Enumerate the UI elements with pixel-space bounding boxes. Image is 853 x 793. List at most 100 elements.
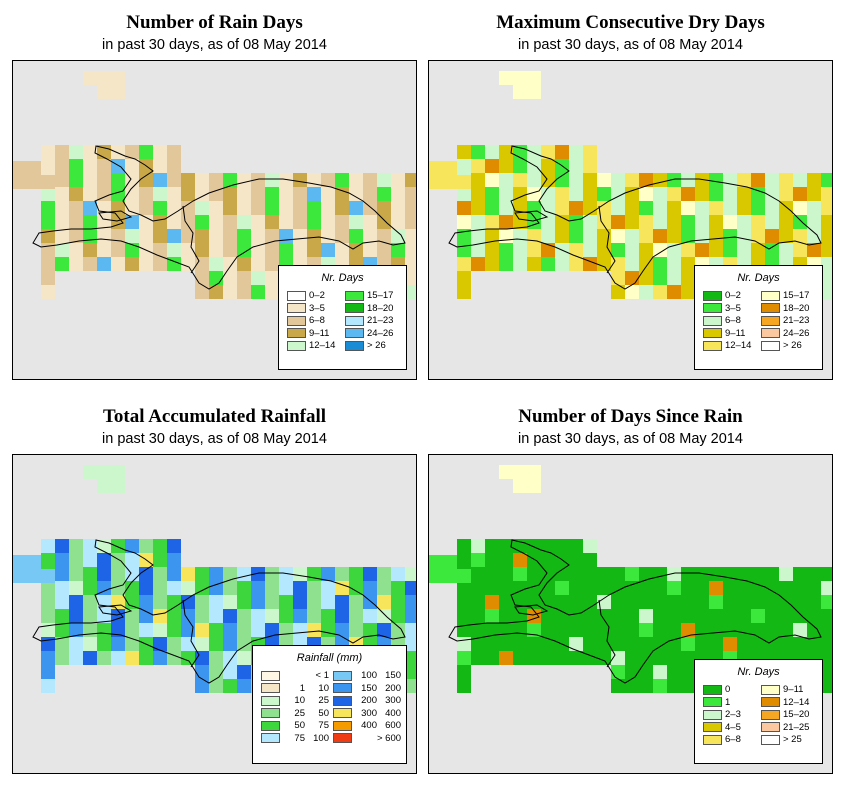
grid-cell xyxy=(97,243,111,257)
legend-item: 9–11 xyxy=(761,684,803,695)
grid-cell xyxy=(653,665,667,679)
grid-cell xyxy=(597,595,611,609)
grid-cell xyxy=(153,257,167,271)
legend-label: 24–26 xyxy=(367,327,394,339)
grid-cell xyxy=(485,581,499,595)
grid-cell xyxy=(471,567,485,581)
grid-cell xyxy=(209,567,223,581)
grid-cell xyxy=(821,257,832,271)
grid-cell xyxy=(307,187,321,201)
grid-cell xyxy=(485,595,499,609)
grid-cell xyxy=(83,201,97,215)
legend-item: 2–3 xyxy=(703,709,741,720)
grid-cell xyxy=(195,665,209,679)
grid-cell xyxy=(653,173,667,187)
grid-cell xyxy=(181,651,195,665)
grid-cell xyxy=(457,539,471,553)
grid-cell xyxy=(83,553,97,567)
grid-cell xyxy=(153,539,167,553)
grid-cell xyxy=(237,665,251,679)
grid-cell xyxy=(611,243,625,257)
grid-cell xyxy=(723,187,737,201)
grid-cell xyxy=(583,539,597,553)
grid-cell xyxy=(555,173,569,187)
grid-cell xyxy=(807,229,821,243)
grid-cell xyxy=(751,201,765,215)
grid-cell xyxy=(55,581,69,595)
grid-cell xyxy=(27,175,41,189)
legend-item: 9–11 xyxy=(287,328,329,339)
legend-label: 9–11 xyxy=(309,327,330,339)
grid-cell xyxy=(667,201,681,215)
legend-swatch xyxy=(761,684,780,695)
grid-cell xyxy=(793,581,807,595)
legend-label: 18–20 xyxy=(783,302,810,314)
grid-cell xyxy=(279,567,293,581)
grid-cell xyxy=(499,257,513,271)
grid-cell xyxy=(321,187,335,201)
grid-cell xyxy=(209,257,223,271)
grid-cell xyxy=(237,651,251,665)
grid-cell xyxy=(391,173,405,187)
grid-cell xyxy=(335,173,349,187)
grid-cell xyxy=(391,581,405,595)
legend-label: 6–8 xyxy=(309,315,325,326)
grid-cell xyxy=(597,581,611,595)
grid-cell xyxy=(751,609,765,623)
grid-cell xyxy=(471,201,485,215)
grid-cell xyxy=(737,229,751,243)
grid-cell xyxy=(321,567,335,581)
grid-cell xyxy=(111,553,125,567)
legend-swatch xyxy=(333,683,352,693)
grid-cell xyxy=(41,215,55,229)
grid-cell xyxy=(611,285,625,299)
grid-cell xyxy=(681,651,695,665)
grid-cell xyxy=(69,651,83,665)
grid-cell xyxy=(807,187,821,201)
grid-cell xyxy=(69,567,83,581)
grid-cell xyxy=(209,651,223,665)
grid-cell xyxy=(335,609,349,623)
grid-cell xyxy=(793,201,807,215)
grid-cell xyxy=(69,609,83,623)
grid-cell xyxy=(181,229,195,243)
legend-item: 18–20 xyxy=(345,303,393,314)
grid-cell xyxy=(223,665,237,679)
grid-cell xyxy=(335,595,349,609)
legend-label: 1 xyxy=(725,696,731,708)
grid-cell xyxy=(111,145,125,159)
grid-cell xyxy=(41,257,55,271)
grid-cell xyxy=(195,609,209,623)
grid-cell xyxy=(639,229,653,243)
grid-cell xyxy=(209,581,223,595)
grid-cell xyxy=(251,271,265,285)
grid-cell xyxy=(405,285,416,299)
grid-cell xyxy=(405,271,416,285)
grid-cell xyxy=(751,187,765,201)
grid-cell xyxy=(779,229,793,243)
grid-cell xyxy=(321,581,335,595)
grid-cell xyxy=(597,567,611,581)
legend-item: 3–5 xyxy=(287,303,325,314)
grid-cell xyxy=(583,173,597,187)
grid-cell xyxy=(667,173,681,187)
grid-cell xyxy=(349,609,363,623)
grid-cell xyxy=(709,187,723,201)
grid-cell xyxy=(625,623,639,637)
grid-cell xyxy=(667,187,681,201)
grid-cell xyxy=(55,595,69,609)
grid-cell xyxy=(653,567,667,581)
grid-cell xyxy=(363,567,377,581)
grid-cell xyxy=(527,637,541,651)
grid-cell xyxy=(807,243,821,257)
legend-label: 0–2 xyxy=(725,290,741,301)
grid-cell xyxy=(139,609,153,623)
legend-swatch xyxy=(287,315,306,326)
grid-cell xyxy=(583,609,597,623)
grid-cell xyxy=(223,271,237,285)
grid-cell xyxy=(125,159,139,173)
legend-title: Nr. Days xyxy=(737,272,780,284)
grid-cell xyxy=(279,187,293,201)
grid-cell xyxy=(377,229,391,243)
grid-cell xyxy=(653,187,667,201)
